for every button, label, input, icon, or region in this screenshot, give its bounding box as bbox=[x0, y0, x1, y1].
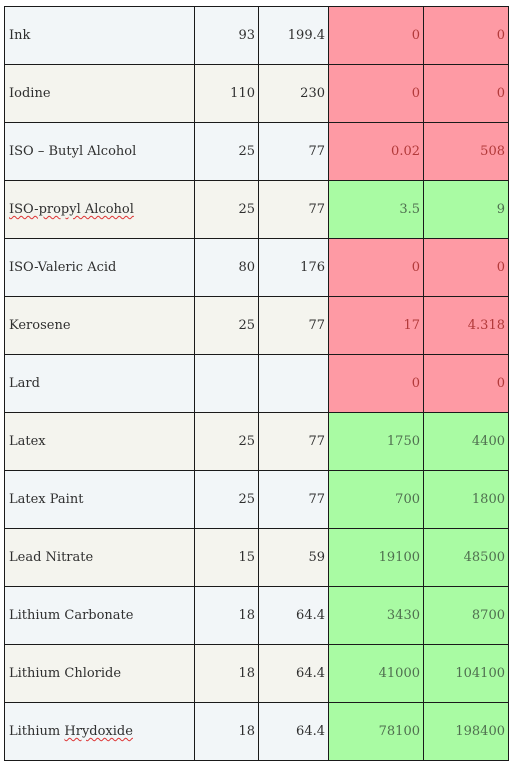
temperature-a-cell[interactable]: 25 bbox=[194, 412, 259, 471]
substance-name-cell[interactable]: Lithium Carbonate bbox=[4, 586, 195, 645]
rating-d-cell[interactable]: 104100 bbox=[423, 644, 509, 703]
temperature-b-cell[interactable]: 77 bbox=[258, 122, 329, 181]
rating-d-cell[interactable]: 48500 bbox=[423, 528, 509, 587]
substance-name-cell[interactable]: ISO-Valeric Acid bbox=[4, 238, 195, 297]
rating-d-cell[interactable]: 0 bbox=[423, 64, 509, 123]
rating-d-cell[interactable]: 508 bbox=[423, 122, 509, 181]
temperature-a-cell[interactable] bbox=[194, 354, 259, 413]
temperature-a-cell[interactable]: 80 bbox=[194, 238, 259, 297]
table-row: ISO – Butyl Alcohol 25 77 0.02 508 bbox=[4, 122, 509, 181]
substance-name-cell[interactable]: Lard bbox=[4, 354, 195, 413]
table-row: Iodine 110 230 0 0 bbox=[4, 64, 509, 123]
table-row: Ink 93 199.4 0 0 bbox=[4, 6, 509, 65]
rating-c-cell[interactable]: 19100 bbox=[328, 528, 424, 587]
rating-c-cell[interactable]: 0 bbox=[328, 64, 424, 123]
substance-name-cell[interactable]: Latex Paint bbox=[4, 470, 195, 529]
rating-d-cell[interactable]: 1800 bbox=[423, 470, 509, 529]
temperature-b-cell[interactable]: 77 bbox=[258, 470, 329, 529]
rating-d-cell[interactable]: 0 bbox=[423, 354, 509, 413]
temperature-a-cell[interactable]: 25 bbox=[194, 180, 259, 239]
rating-c-cell[interactable]: 0 bbox=[328, 238, 424, 297]
temperature-b-cell[interactable]: 176 bbox=[258, 238, 329, 297]
substance-name-cell[interactable]: ISO – Butyl Alcohol bbox=[4, 122, 195, 181]
table-row: Lithium Carbonate 18 64.4 3430 8700 bbox=[4, 586, 509, 645]
chemical-compatibility-table: Ink 93 199.4 0 0 Iodine 110 230 0 0 ISO – Butyl Al… bbox=[4, 6, 509, 761]
temperature-b-cell[interactable] bbox=[258, 354, 329, 413]
temperature-b-cell[interactable]: 77 bbox=[258, 180, 329, 239]
rating-d-cell[interactable]: 4.318 bbox=[423, 296, 509, 355]
substance-name-cell[interactable]: Lithium Hrydoxide bbox=[4, 702, 195, 761]
temperature-a-cell[interactable]: 15 bbox=[194, 528, 259, 587]
rating-d-cell[interactable]: 0 bbox=[423, 238, 509, 297]
table-row: Kerosene 25 77 17 4.318 bbox=[4, 296, 509, 355]
rating-d-cell[interactable]: 4400 bbox=[423, 412, 509, 471]
rating-c-cell[interactable]: 17 bbox=[328, 296, 424, 355]
rating-c-cell[interactable]: 41000 bbox=[328, 644, 424, 703]
temperature-b-cell[interactable]: 230 bbox=[258, 64, 329, 123]
table-body: Ink 93 199.4 0 0 Iodine 110 230 0 0 ISO – Butyl Al… bbox=[4, 6, 509, 761]
rating-c-cell[interactable]: 0.02 bbox=[328, 122, 424, 181]
rating-c-cell[interactable]: 78100 bbox=[328, 702, 424, 761]
temperature-b-cell[interactable]: 59 bbox=[258, 528, 329, 587]
rating-c-cell[interactable]: 0 bbox=[328, 6, 424, 65]
table-row: Lithium Hrydoxide 18 64.4 78100 198400 bbox=[4, 702, 509, 761]
rating-c-cell[interactable]: 0 bbox=[328, 354, 424, 413]
substance-name: ISO-propyl Alcohol bbox=[9, 202, 134, 217]
table-row: ISO-Valeric Acid 80 176 0 0 bbox=[4, 238, 509, 297]
temperature-a-cell[interactable]: 110 bbox=[194, 64, 259, 123]
rating-d-cell[interactable]: 8700 bbox=[423, 586, 509, 645]
temperature-a-cell[interactable]: 18 bbox=[194, 644, 259, 703]
rating-d-cell[interactable]: 0 bbox=[423, 6, 509, 65]
temperature-a-cell[interactable]: 25 bbox=[194, 296, 259, 355]
temperature-a-cell[interactable]: 25 bbox=[194, 122, 259, 181]
misspelled-word: Hrydoxide bbox=[64, 724, 133, 739]
table-row: ISO-propyl Alcohol 25 77 3.5 9 bbox=[4, 180, 509, 239]
temperature-a-cell[interactable]: 18 bbox=[194, 586, 259, 645]
substance-name: Lithium Hrydoxide bbox=[9, 724, 133, 739]
table-row: Lithium Chloride 18 64.4 41000 104100 bbox=[4, 644, 509, 703]
rating-d-cell[interactable]: 198400 bbox=[423, 702, 509, 761]
rating-c-cell[interactable]: 700 bbox=[328, 470, 424, 529]
rating-c-cell[interactable]: 1750 bbox=[328, 412, 424, 471]
rating-c-cell[interactable]: 3430 bbox=[328, 586, 424, 645]
temperature-a-cell[interactable]: 18 bbox=[194, 702, 259, 761]
rating-c-cell[interactable]: 3.5 bbox=[328, 180, 424, 239]
temperature-b-cell[interactable]: 64.4 bbox=[258, 702, 329, 761]
chemical-table-container: Ink 93 199.4 0 0 Iodine 110 230 0 0 ISO – Butyl Al… bbox=[4, 6, 509, 761]
temperature-b-cell[interactable]: 64.4 bbox=[258, 644, 329, 703]
temperature-b-cell[interactable]: 199.4 bbox=[258, 6, 329, 65]
table-row: Latex 25 77 1750 4400 bbox=[4, 412, 509, 471]
substance-name-cell[interactable]: Lithium Chloride bbox=[4, 644, 195, 703]
table-row: Lard 0 0 bbox=[4, 354, 509, 413]
temperature-a-cell[interactable]: 93 bbox=[194, 6, 259, 65]
substance-name-cell[interactable]: Lead Nitrate bbox=[4, 528, 195, 587]
table-row: Latex Paint 25 77 700 1800 bbox=[4, 470, 509, 529]
substance-name-cell[interactable]: ISO-propyl Alcohol bbox=[4, 180, 195, 239]
rating-d-cell[interactable]: 9 bbox=[423, 180, 509, 239]
temperature-b-cell[interactable]: 77 bbox=[258, 412, 329, 471]
temperature-b-cell[interactable]: 77 bbox=[258, 296, 329, 355]
substance-name-cell[interactable]: Iodine bbox=[4, 64, 195, 123]
substance-name-cell[interactable]: Ink bbox=[4, 6, 195, 65]
temperature-b-cell[interactable]: 64.4 bbox=[258, 586, 329, 645]
substance-name-cell[interactable]: Kerosene bbox=[4, 296, 195, 355]
table-row: Lead Nitrate 15 59 19100 48500 bbox=[4, 528, 509, 587]
substance-name-cell[interactable]: Latex bbox=[4, 412, 195, 471]
temperature-a-cell[interactable]: 25 bbox=[194, 470, 259, 529]
